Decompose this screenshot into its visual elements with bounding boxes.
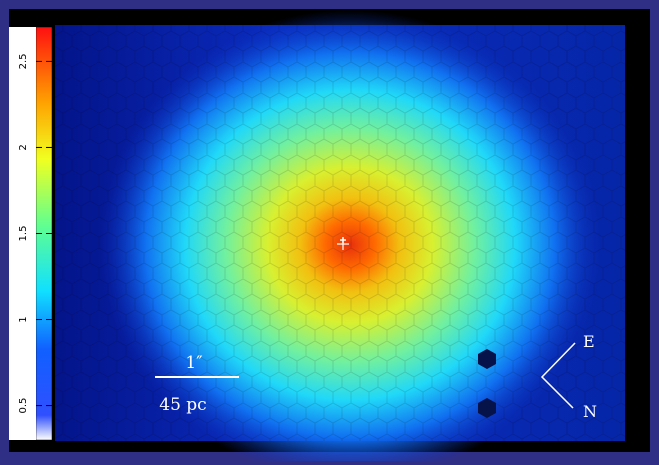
figure: 1″ 45 pc E N 0.5 1 1.5 2 2.5 <box>0 0 659 461</box>
compass-north: N <box>583 402 597 421</box>
colorbar-tick-label: 1.5 <box>18 226 29 242</box>
scale-angle: 1″ <box>185 353 202 373</box>
hex-grid <box>55 25 625 441</box>
scale-distance: 45 pc <box>159 395 206 415</box>
page: {"chart_data": {"type": "colorbar", "yli… <box>0 0 659 461</box>
colorbar-tick-label: 0.5 <box>18 398 29 414</box>
colorbar-tick-label: 2.5 <box>18 53 29 69</box>
compass-east: E <box>583 332 595 351</box>
colorbar-tick-label: 2 <box>18 144 29 150</box>
colorbar-tick-label: 1 <box>18 316 29 322</box>
